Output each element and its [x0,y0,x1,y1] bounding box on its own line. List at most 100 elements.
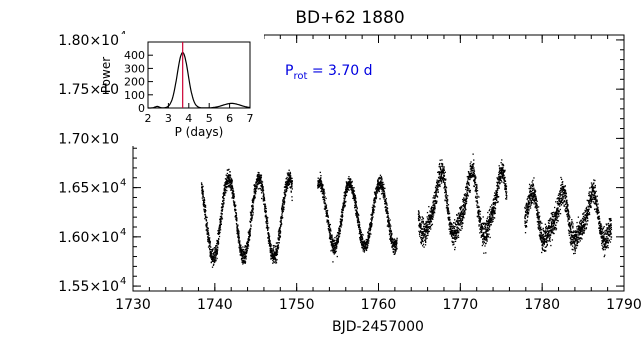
flux-point [542,229,545,231]
flux-point [486,219,488,222]
flux-point [336,245,338,247]
flux-point [374,191,376,193]
flux-point [330,238,332,241]
flux-point [462,208,464,210]
flux-point [369,229,371,231]
flux-point [561,197,563,199]
flux-point [569,230,571,232]
flux-point [474,196,477,198]
flux-point [224,182,226,184]
flux-point [564,191,566,193]
flux-point [439,168,442,170]
flux-point [499,175,501,178]
flux-point [492,202,494,205]
flux-point [441,173,443,175]
flux-point [269,240,271,242]
flux-point [333,247,335,250]
flux-point [534,191,536,194]
flux-point [240,244,242,247]
flux-point [463,201,465,204]
flux-point [488,228,491,231]
flux-point [555,210,558,212]
flux-point [547,228,549,230]
flux-point [335,247,337,249]
flux-point [563,204,565,206]
flux-point [370,225,373,227]
flux-point [241,257,244,260]
flux-point [447,208,449,210]
flux-point [242,263,244,265]
flux-point [272,249,275,251]
flux-point [546,243,548,246]
flux-point [526,198,528,200]
flux-point [528,200,530,202]
flux-point [226,169,228,171]
flux-point [426,221,428,224]
flux-point [378,190,380,193]
flux-point [493,217,496,219]
flux-point [246,242,249,245]
flux-point [442,177,445,179]
flux-point [352,193,354,195]
flux-point [428,225,430,228]
flux-point [436,200,438,202]
flux-point [445,199,448,201]
flux-point [279,232,282,234]
flux-point [452,244,454,246]
flux-point [421,233,423,235]
flux-point [421,239,424,241]
flux-point [360,230,362,232]
flux-point [281,215,283,217]
flux-point [356,215,358,218]
flux-point [419,216,421,218]
flux-point [471,172,473,174]
flux-point [498,187,500,189]
flux-point [202,185,204,188]
flux-point [450,230,452,233]
flux-point [201,192,203,194]
flux-point [320,184,322,186]
flux-point [371,207,374,209]
flux-point [433,195,435,197]
flux-point [460,215,462,218]
flux-point [535,199,538,201]
flux-point [543,240,546,242]
flux-point [530,192,532,195]
flux-point [439,177,442,179]
flux-point [439,183,441,186]
flux-point [446,201,448,203]
flux-point [500,161,502,164]
flux-point [475,191,478,193]
flux-point [548,227,550,229]
flux-point [379,188,381,190]
flux-point [244,262,246,264]
x-tick-label: 1760 [361,297,397,313]
flux-point [440,174,443,176]
flux-point [505,185,508,187]
flux-point [336,247,338,249]
flux-point [525,225,528,228]
flux-point [226,182,229,185]
flux-point [355,200,357,202]
flux-point [325,204,328,206]
flux-point [465,196,467,198]
flux-point [280,221,282,223]
flux-point [444,199,446,202]
flux-point [460,221,462,223]
flux-point [530,204,532,206]
flux-point [445,185,447,188]
flux-point [488,209,490,212]
flux-point [429,210,431,212]
flux-point [528,194,530,197]
flux-point [436,188,438,190]
flux-point [248,240,250,242]
flux-point [542,237,544,239]
flux-point [496,183,499,185]
flux-point [230,180,232,183]
flux-point [527,203,530,205]
flux-point [426,216,428,218]
flux-point [545,225,548,227]
flux-point [439,159,441,161]
flux-point [485,222,487,225]
flux-point [262,189,265,192]
